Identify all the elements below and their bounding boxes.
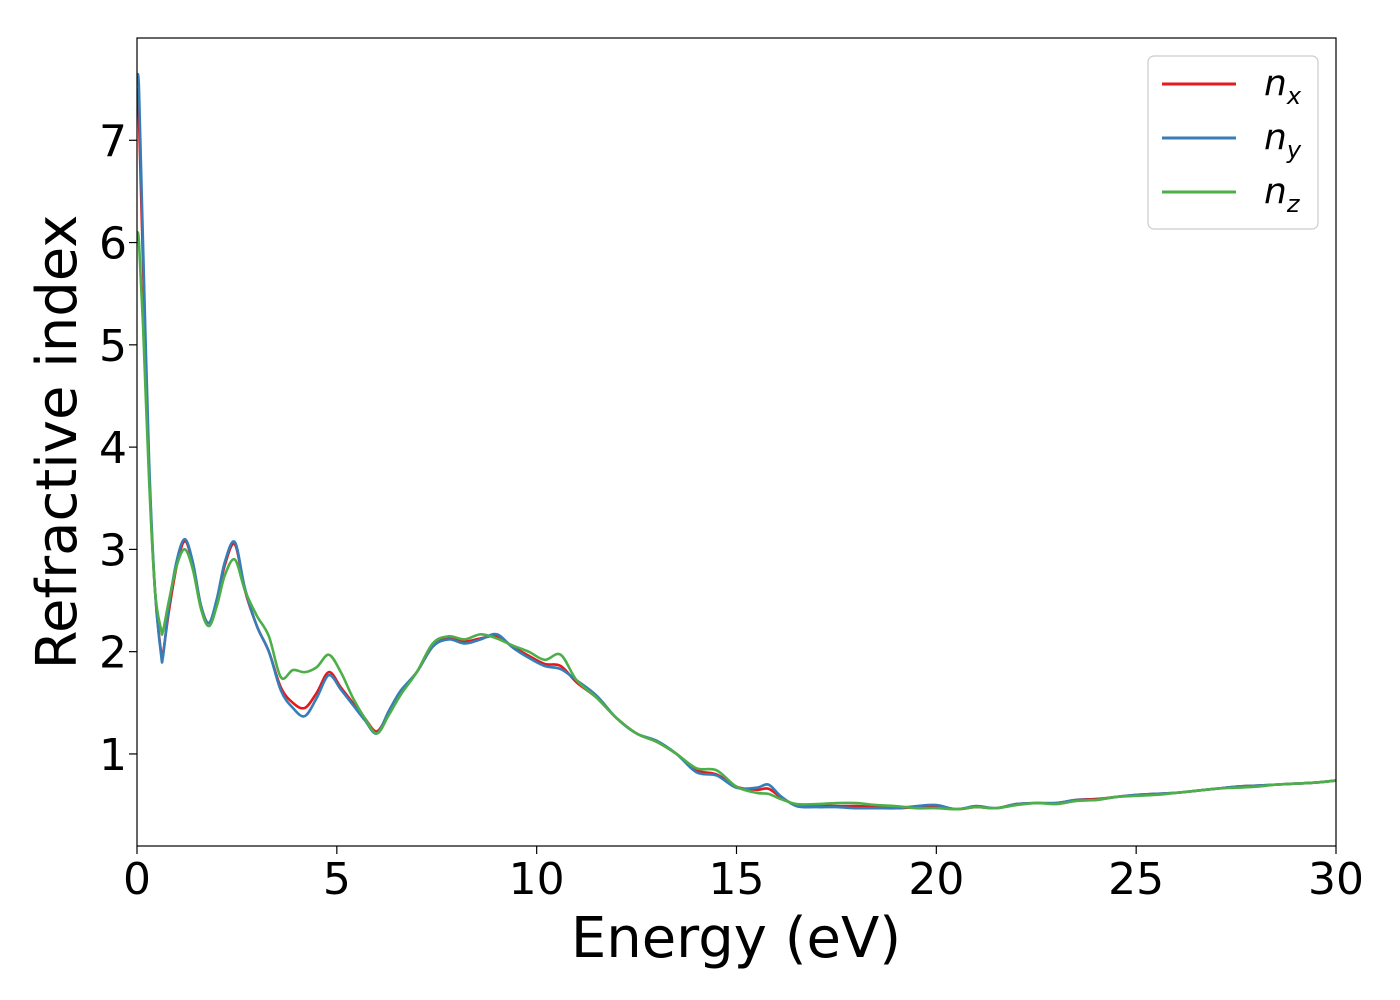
y-axis: 1 2 3 4 5 6 7 (99, 116, 137, 781)
legend-label-n-x: nx (1264, 63, 1302, 110)
series-line-n-z (137, 230, 1336, 811)
x-tick-label: 10 (509, 854, 565, 905)
y-tick-label: 1 (99, 730, 127, 781)
legend-label-n-y: ny (1264, 117, 1302, 164)
y-tick-label: 2 (99, 628, 127, 679)
x-tick-label: 30 (1308, 854, 1364, 905)
x-tick-label: 15 (709, 854, 765, 905)
x-tick-label: 25 (1108, 854, 1164, 905)
y-tick-label: 5 (99, 321, 127, 372)
y-tick-label: 4 (99, 423, 127, 474)
y-axis-title: Refractive index (25, 215, 90, 670)
x-tick-label: 0 (123, 854, 151, 905)
x-tick-label: 5 (323, 854, 351, 905)
y-tick-label: 7 (99, 116, 127, 167)
legend-box (1147, 55, 1319, 230)
legend: nx ny nz (1147, 55, 1319, 230)
series-layer (137, 73, 1336, 811)
y-tick-label: 3 (99, 525, 127, 576)
x-axis-title: Energy (eV) (571, 906, 901, 971)
x-tick-label: 20 (908, 854, 964, 905)
legend-label-n-z: nz (1264, 171, 1301, 218)
x-axis: 0 5 10 15 20 25 30 (123, 846, 1364, 905)
y-tick-label: 6 (99, 219, 127, 270)
